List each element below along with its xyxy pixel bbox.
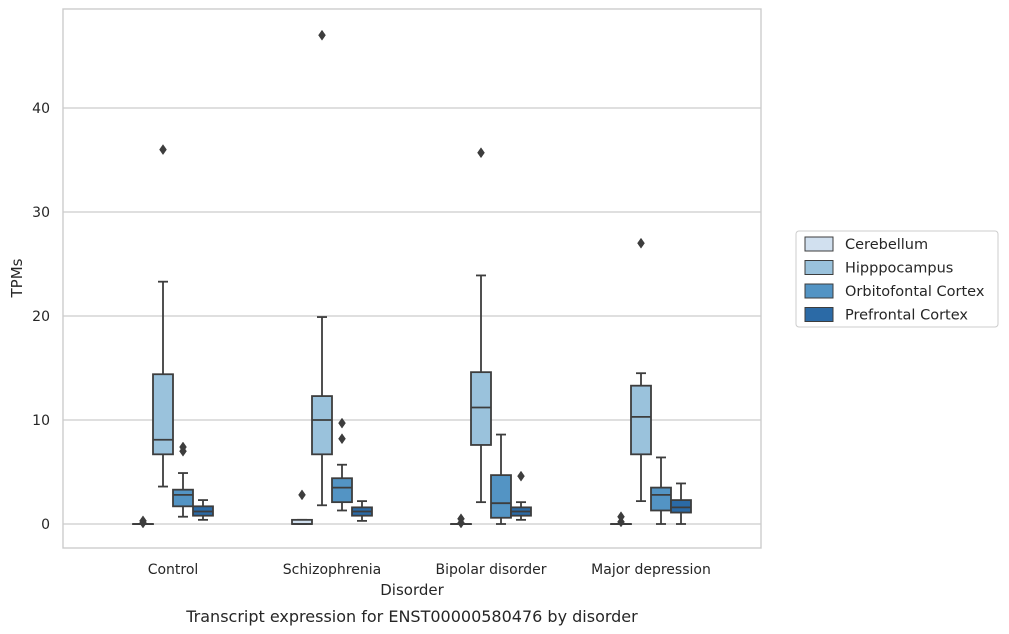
box-iqr bbox=[630, 384, 652, 456]
outlier-point bbox=[298, 489, 306, 501]
box-3-2 bbox=[510, 470, 532, 521]
legend: Cerebellum Hipppocampus Orbitofontal Corte… bbox=[795, 230, 999, 328]
box-iqr bbox=[470, 371, 492, 446]
box-iqr bbox=[172, 488, 194, 508]
y-tick-labels: 0 10 20 30 40 bbox=[32, 101, 50, 533]
outlier-point bbox=[179, 441, 187, 453]
box-3-3 bbox=[670, 482, 692, 525]
box-2-1 bbox=[331, 417, 353, 512]
box-0-2 bbox=[450, 513, 472, 529]
outlier-point bbox=[338, 433, 346, 445]
x-tick-label: Control bbox=[148, 562, 199, 578]
x-tick-label: Schizophrenia bbox=[283, 562, 381, 578]
outlier-point bbox=[457, 513, 465, 525]
box-0-3 bbox=[610, 511, 632, 528]
outlier-point bbox=[637, 237, 645, 249]
box-0-1 bbox=[291, 489, 313, 525]
outlier-point bbox=[159, 144, 167, 156]
box-3-1 bbox=[351, 500, 373, 522]
outlier-point bbox=[338, 417, 346, 429]
box-iqr bbox=[490, 474, 512, 519]
box-2-3 bbox=[650, 456, 672, 525]
x-tick-label: Major depression bbox=[591, 562, 711, 578]
box-1-3 bbox=[630, 237, 652, 503]
legend-label: Cerebellum bbox=[845, 237, 928, 253]
box-3-0 bbox=[192, 499, 214, 521]
plot-frame bbox=[62, 8, 762, 549]
box-groups bbox=[132, 29, 692, 529]
x-axis-label: Disorder bbox=[380, 581, 444, 599]
outlier-point bbox=[139, 515, 147, 527]
legend-label: Orbitofontal Cortex bbox=[845, 284, 985, 300]
legend-frame bbox=[795, 230, 999, 328]
legend-label: Prefrontal Cortex bbox=[845, 308, 968, 324]
box-iqr bbox=[670, 499, 692, 514]
x-tick-labels: Control Schizophrenia Bipolar disorder Majo… bbox=[148, 562, 711, 578]
y-tick-label: 40 bbox=[32, 101, 50, 117]
box-1-0 bbox=[152, 144, 174, 488]
box-1-1 bbox=[311, 29, 333, 507]
y-axis-label: TPMs bbox=[8, 258, 26, 298]
legend-label: Hipppocampus bbox=[845, 261, 953, 277]
box-1-2 bbox=[470, 147, 492, 504]
outlier-point bbox=[477, 147, 485, 159]
legend-swatch bbox=[804, 283, 834, 299]
legend-swatch bbox=[804, 236, 834, 252]
outlier-point bbox=[318, 29, 326, 41]
y-tick-label: 10 bbox=[32, 413, 50, 429]
box-2-0 bbox=[172, 441, 194, 518]
legend-swatch bbox=[804, 260, 834, 275]
outlier-point bbox=[517, 470, 525, 482]
y-tick-label: 30 bbox=[32, 205, 50, 221]
box-iqr bbox=[331, 477, 353, 504]
box-2-2 bbox=[490, 433, 512, 525]
y-tick-label: 0 bbox=[41, 517, 50, 533]
box-iqr bbox=[650, 486, 672, 512]
x-tick-label: Bipolar disorder bbox=[435, 562, 546, 578]
box-iqr bbox=[311, 395, 333, 456]
figure-caption: Transcript expression for ENST0000058047… bbox=[185, 607, 638, 626]
legend-swatch bbox=[804, 307, 834, 322]
gridlines bbox=[63, 107, 761, 525]
outlier-point bbox=[617, 511, 625, 523]
box-iqr bbox=[152, 373, 174, 456]
y-tick-label: 20 bbox=[32, 309, 50, 325]
box-0-0 bbox=[132, 515, 154, 529]
